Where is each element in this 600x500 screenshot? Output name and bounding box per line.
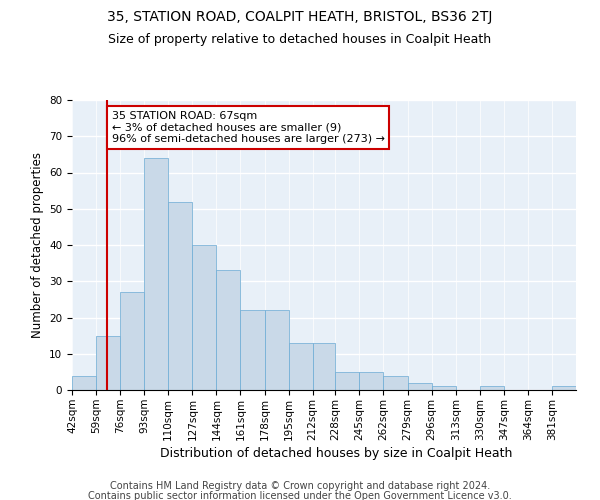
- Bar: [552, 386, 576, 390]
- Text: Distribution of detached houses by size in Coalpit Heath: Distribution of detached houses by size …: [160, 448, 512, 460]
- Bar: [335, 372, 359, 390]
- Bar: [383, 376, 407, 390]
- Bar: [72, 376, 96, 390]
- Text: 35, STATION ROAD, COALPIT HEATH, BRISTOL, BS36 2TJ: 35, STATION ROAD, COALPIT HEATH, BRISTOL…: [107, 10, 493, 24]
- Text: Contains HM Land Registry data © Crown copyright and database right 2024.: Contains HM Land Registry data © Crown c…: [110, 481, 490, 491]
- Bar: [193, 245, 217, 390]
- Bar: [144, 158, 168, 390]
- Text: 35 STATION ROAD: 67sqm
← 3% of detached houses are smaller (9)
96% of semi-detac: 35 STATION ROAD: 67sqm ← 3% of detached …: [112, 111, 385, 144]
- Bar: [96, 336, 120, 390]
- Text: Contains public sector information licensed under the Open Government Licence v3: Contains public sector information licen…: [88, 491, 512, 500]
- Bar: [431, 386, 455, 390]
- Bar: [359, 372, 383, 390]
- Bar: [407, 383, 431, 390]
- Bar: [241, 310, 265, 390]
- Text: Size of property relative to detached houses in Coalpit Heath: Size of property relative to detached ho…: [109, 32, 491, 46]
- Bar: [265, 310, 289, 390]
- Bar: [289, 343, 313, 390]
- Bar: [217, 270, 241, 390]
- Bar: [313, 343, 335, 390]
- Bar: [120, 292, 144, 390]
- Y-axis label: Number of detached properties: Number of detached properties: [31, 152, 44, 338]
- Bar: [168, 202, 193, 390]
- Bar: [480, 386, 504, 390]
